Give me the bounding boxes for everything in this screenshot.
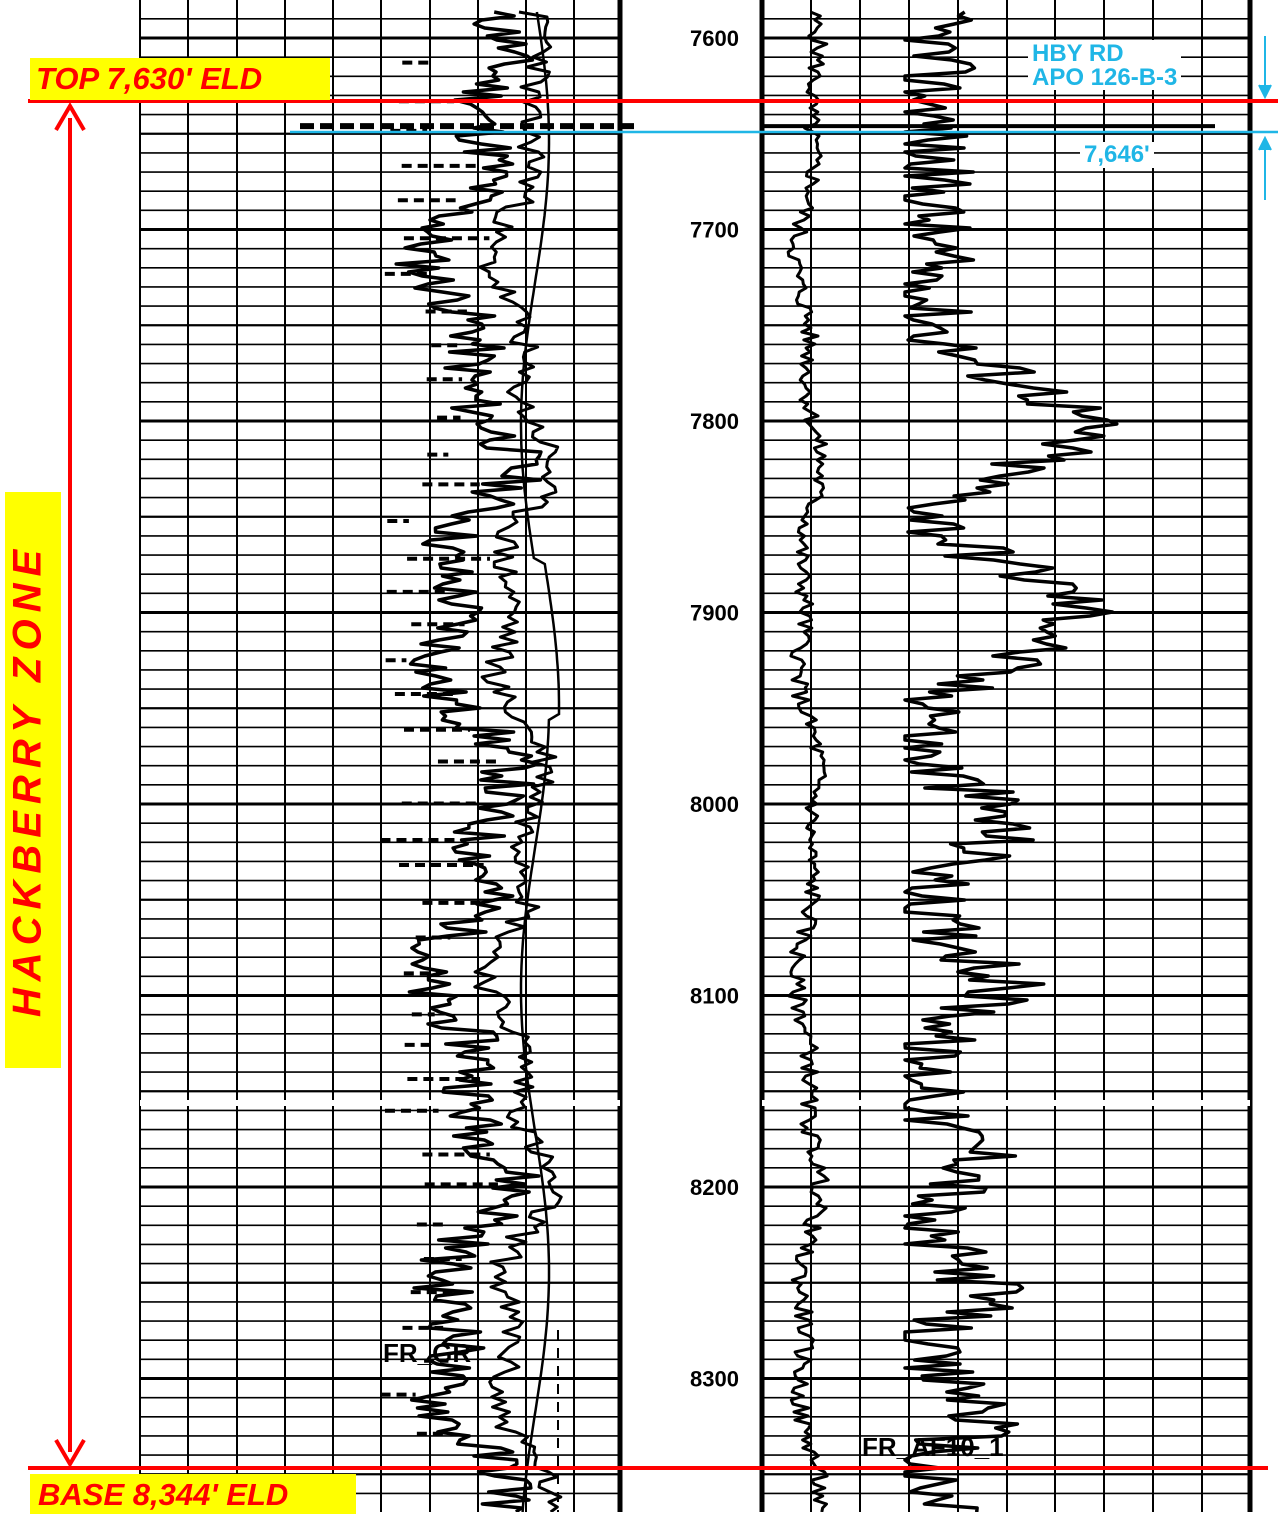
zone-top-label: TOP 7,630' ELD: [30, 58, 330, 100]
marker-depth-label: 7,646': [1080, 142, 1154, 168]
zone-name-box: [5, 492, 61, 1068]
deep-resistivity-trace: [903, 10, 1119, 1512]
gr-trace: [394, 10, 543, 1512]
zone-arrow-up: [54, 102, 86, 132]
depth-tick-label: 8200: [690, 1175, 739, 1200]
resistivity-curves: [762, 10, 1215, 1512]
af-curve-tag: FR_AF10_1: [862, 1432, 1004, 1462]
depth-tick-label: 7800: [690, 409, 739, 434]
shallow-resistivity-trace: [786, 10, 830, 1512]
depth-tick-label: 8000: [690, 792, 739, 817]
zone-base-label: BASE 8,344' ELD: [30, 1474, 356, 1514]
well-name-line2: APO 126-B-3: [1032, 64, 1178, 91]
well-name-label: HBY RD APO 126-B-3: [1028, 40, 1182, 91]
gr-curve-tag: FR_GR: [383, 1338, 472, 1368]
depth-scale: 7600 7700 7800 7900 8000 8100 8200 8300: [690, 26, 739, 1392]
splice-gap: [140, 1100, 620, 1106]
marker-arrow-up-head: [1258, 135, 1272, 151]
well-name-line1: HBY RD: [1032, 40, 1124, 67]
zone-name-label: HACKBERRY ZONE: [5, 542, 50, 1018]
gr-trace-secondary: [473, 10, 563, 1512]
depth-tick-label: 7600: [690, 26, 739, 51]
depth-tick-label: 8100: [690, 984, 739, 1009]
gamma-ray-curve: [300, 10, 640, 1512]
zone-overlays: [28, 36, 1278, 1470]
gr-envelope: [519, 11, 561, 1512]
depth-tick-label: 8300: [690, 1367, 739, 1392]
splice-gap: [762, 1100, 1250, 1106]
depth-tick-label: 7700: [690, 218, 739, 243]
right-track-grid: [759, 0, 1253, 1512]
depth-tick-label: 7900: [690, 601, 739, 626]
zone-arrow-down: [54, 1438, 86, 1468]
marker-arrow-down-head: [1258, 84, 1272, 100]
